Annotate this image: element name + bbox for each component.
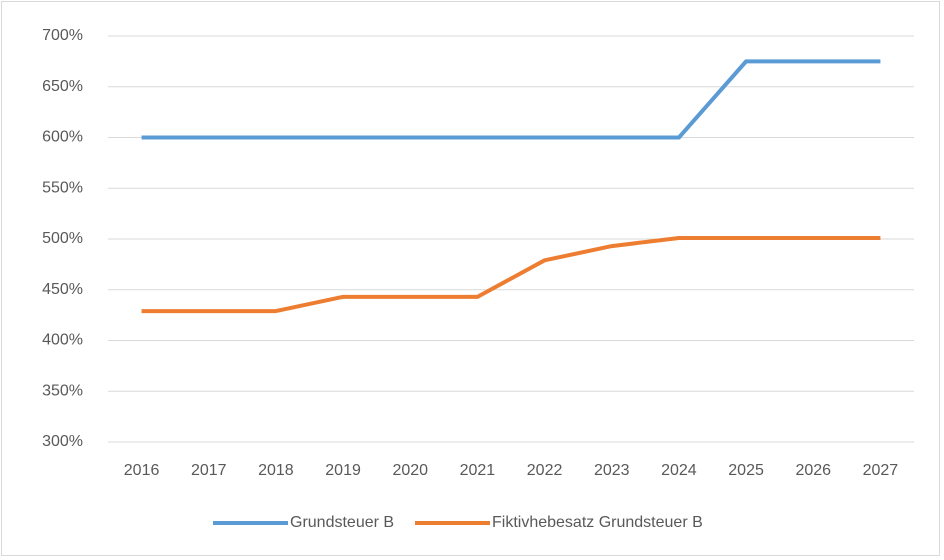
y-tick-label: 450%: [42, 281, 83, 298]
x-tick-label: 2020: [392, 462, 428, 479]
legend-label: Fiktivhebesatz Grundsteuer B: [492, 514, 703, 531]
x-tick-label: 2019: [325, 462, 361, 479]
x-tick-label: 2018: [258, 462, 294, 479]
y-tick-label: 650%: [42, 78, 83, 95]
y-tick-label: 600%: [42, 129, 83, 146]
x-tick-label: 2017: [191, 462, 227, 479]
series-line: [141, 59, 881, 140]
y-tick-label: 550%: [42, 179, 83, 196]
x-tick-label: 2027: [863, 462, 899, 479]
series-line: [141, 235, 881, 314]
x-tick-label: 2023: [594, 462, 630, 479]
y-tick-label: 350%: [42, 382, 83, 399]
x-tick-label: 2026: [795, 462, 831, 479]
x-tick-label: 2025: [728, 462, 764, 479]
x-tick-label: 2016: [124, 462, 160, 479]
x-tick-label: 2022: [527, 462, 563, 479]
y-tick-label: 700%: [42, 27, 83, 44]
legend-label: Grundsteuer B: [290, 514, 394, 531]
y-tick-label: 500%: [42, 230, 83, 247]
x-tick-label: 2021: [460, 462, 496, 479]
y-tick-label: 300%: [42, 433, 83, 450]
x-tick-label: 2024: [661, 462, 697, 479]
y-tick-label: 400%: [42, 332, 83, 349]
